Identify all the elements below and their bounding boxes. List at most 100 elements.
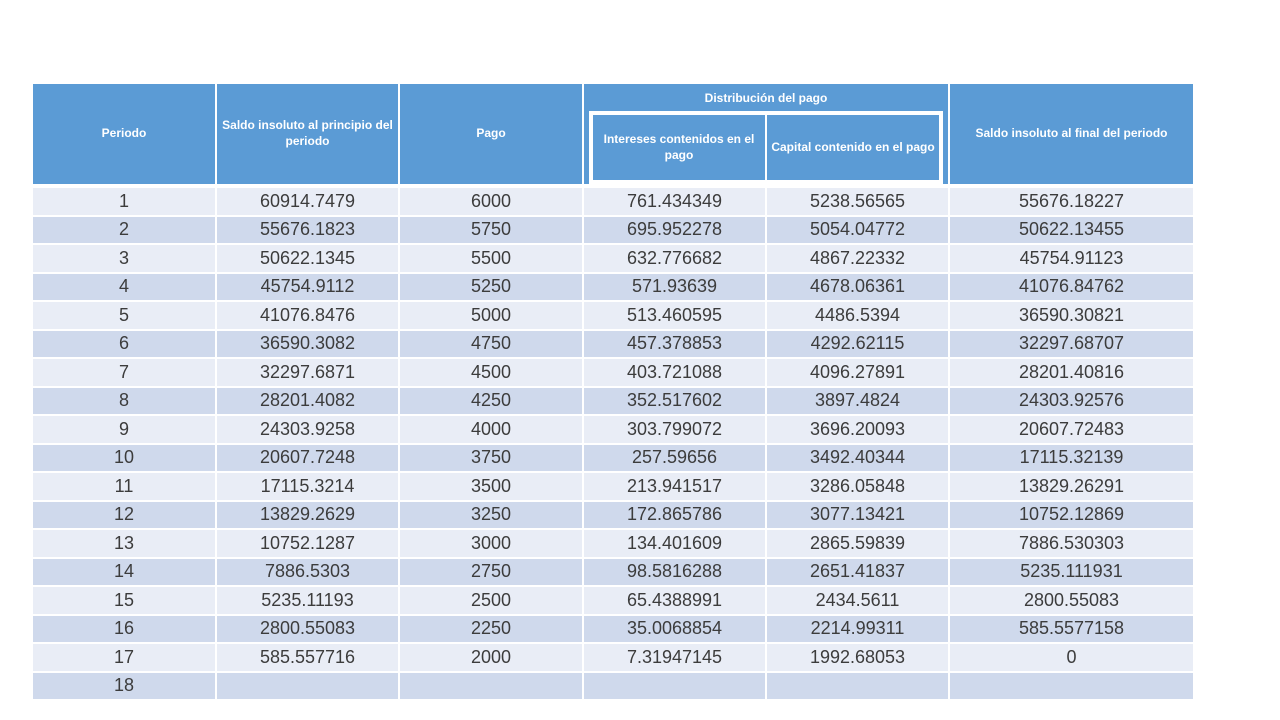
table-cell-periodo: 7 (33, 359, 215, 386)
table-cell-intereses: 98.5816288 (584, 558, 765, 585)
table-cell-saldo_inicial: 36590.3082 (217, 330, 398, 357)
table-header: Periodo Saldo insoluto al principio del … (33, 84, 1193, 184)
table-cell-saldo_final: 36590.30821 (950, 302, 1193, 329)
table-cell-intereses: 632.776682 (584, 245, 765, 272)
header-saldo-final: Saldo insoluto al final del periodo (950, 84, 1193, 184)
table-cell-periodo: 11 (33, 473, 215, 500)
amortization-table: Periodo Saldo insoluto al principio del … (33, 84, 1193, 699)
table-cell-pago (400, 672, 582, 699)
table-cell-pago: 4250 (400, 387, 582, 414)
table-row: 10 20607.7248 3750 257.59656 3492.40344 17115… (33, 444, 1193, 471)
table-cell-capital (767, 672, 948, 699)
distribucion-subheaders: Intereses contenidos en el pago Capital … (589, 111, 943, 184)
table-row: 7 32297.6871 4500 403.721088 4096.27891 28201… (33, 359, 1193, 386)
table-cell-intereses: 303.799072 (584, 416, 765, 443)
table-cell-saldo_inicial: 10752.1287 (217, 530, 398, 557)
table-row: 9 24303.9258 4000 303.799072 3696.20093 20607… (33, 416, 1193, 443)
table-cell-periodo: 17 (33, 644, 215, 671)
table-row: 15 5235.11193 2500 65.4388991 2434.5611 2800.… (33, 587, 1193, 614)
table-cell-periodo: 8 (33, 387, 215, 414)
table-cell-intereses: 571.93639 (584, 273, 765, 300)
table-cell-saldo_inicial: 13829.2629 (217, 501, 398, 528)
table-cell-periodo: 10 (33, 444, 215, 471)
table-cell-saldo_final: 585.5577158 (950, 615, 1193, 642)
table-cell-saldo_final: 20607.72483 (950, 416, 1193, 443)
table-cell-saldo_inicial: 20607.7248 (217, 444, 398, 471)
table-row: 8 28201.4082 4250 352.517602 3897.4824 24303.… (33, 387, 1193, 414)
table-cell-intereses: 352.517602 (584, 387, 765, 414)
table-cell-periodo: 12 (33, 501, 215, 528)
table-cell-saldo_inicial: 17115.3214 (217, 473, 398, 500)
table-cell-pago: 5750 (400, 216, 582, 243)
table-cell-saldo_final: 7886.530303 (950, 530, 1193, 557)
table-cell-periodo: 13 (33, 530, 215, 557)
table-cell-capital: 4867.22332 (767, 245, 948, 272)
table-cell-intereses (584, 672, 765, 699)
table-row: 3 50622.1345 5500 632.776682 4867.22332 45754… (33, 245, 1193, 272)
table-cell-periodo: 9 (33, 416, 215, 443)
header-capital: Capital contenido en el pago (767, 115, 939, 180)
table-cell-saldo_final: 45754.91123 (950, 245, 1193, 272)
header-intereses: Intereses contenidos en el pago (593, 115, 765, 180)
header-distribucion: Distribución del pago (704, 90, 828, 105)
table-row: 2 55676.1823 5750 695.952278 5054.04772 50622… (33, 216, 1193, 243)
table-cell-pago: 4000 (400, 416, 582, 443)
table-cell-periodo: 15 (33, 587, 215, 614)
table-row: 14 7886.5303 2750 98.5816288 2651.41837 5235.… (33, 558, 1193, 585)
table-cell-periodo: 4 (33, 273, 215, 300)
table-cell-capital: 2434.5611 (767, 587, 948, 614)
table-row: 4 45754.9112 5250 571.93639 4678.06361 41076.… (33, 273, 1193, 300)
table-cell-pago: 3250 (400, 501, 582, 528)
table-cell-saldo_inicial: 585.557716 (217, 644, 398, 671)
table-cell-capital: 4096.27891 (767, 359, 948, 386)
table-cell-saldo_final: 24303.92576 (950, 387, 1193, 414)
table-cell-saldo_inicial (217, 672, 398, 699)
table-cell-capital: 3077.13421 (767, 501, 948, 528)
table-cell-intereses: 65.4388991 (584, 587, 765, 614)
table-row: 12 13829.2629 3250 172.865786 3077.13421 1075… (33, 501, 1193, 528)
table-cell-capital: 4292.62115 (767, 330, 948, 357)
table-cell-periodo: 6 (33, 330, 215, 357)
table-cell-capital: 5238.56565 (767, 188, 948, 215)
table-cell-intereses: 7.31947145 (584, 644, 765, 671)
table-cell-pago: 3750 (400, 444, 582, 471)
table-cell-saldo_inicial: 50622.1345 (217, 245, 398, 272)
table-cell-pago: 2500 (400, 587, 582, 614)
table-cell-saldo_inicial: 32297.6871 (217, 359, 398, 386)
table-body: 1 60914.7479 6000 761.434349 5238.56565 55676… (33, 188, 1193, 699)
table-cell-capital: 5054.04772 (767, 216, 948, 243)
table-cell-saldo_final: 17115.32139 (950, 444, 1193, 471)
table-cell-pago: 2000 (400, 644, 582, 671)
table-cell-capital: 3696.20093 (767, 416, 948, 443)
table-row: 17 585.557716 2000 7.31947145 1992.68053 0 (33, 644, 1193, 671)
table-cell-saldo_inicial: 24303.9258 (217, 416, 398, 443)
table-cell-capital: 3286.05848 (767, 473, 948, 500)
header-distribucion-group: Distribución del pago Intereses contenid… (584, 84, 948, 184)
table-cell-pago: 5500 (400, 245, 582, 272)
table-cell-pago: 2750 (400, 558, 582, 585)
table-cell-capital: 2214.99311 (767, 615, 948, 642)
table-cell-pago: 4500 (400, 359, 582, 386)
table-cell-intereses: 761.434349 (584, 188, 765, 215)
table-cell-saldo_inicial: 7886.5303 (217, 558, 398, 585)
table-cell-pago: 5250 (400, 273, 582, 300)
table-cell-periodo: 3 (33, 245, 215, 272)
table-row: 11 17115.3214 3500 213.941517 3286.05848 1382… (33, 473, 1193, 500)
header-pago: Pago (400, 84, 582, 184)
table-row: 13 10752.1287 3000 134.401609 2865.59839 7886… (33, 530, 1193, 557)
table-cell-saldo_inicial: 28201.4082 (217, 387, 398, 414)
table-cell-intereses: 213.941517 (584, 473, 765, 500)
table-cell-intereses: 134.401609 (584, 530, 765, 557)
table-cell-saldo_final: 0 (950, 644, 1193, 671)
table-cell-capital: 2865.59839 (767, 530, 948, 557)
table-cell-periodo: 2 (33, 216, 215, 243)
table-cell-saldo_final: 55676.18227 (950, 188, 1193, 215)
table-cell-intereses: 513.460595 (584, 302, 765, 329)
table-cell-pago: 6000 (400, 188, 582, 215)
table-cell-capital: 4678.06361 (767, 273, 948, 300)
table-cell-intereses: 35.0068854 (584, 615, 765, 642)
table-cell-pago: 4750 (400, 330, 582, 357)
table-cell-intereses: 457.378853 (584, 330, 765, 357)
table-cell-periodo: 5 (33, 302, 215, 329)
table-cell-pago: 5000 (400, 302, 582, 329)
